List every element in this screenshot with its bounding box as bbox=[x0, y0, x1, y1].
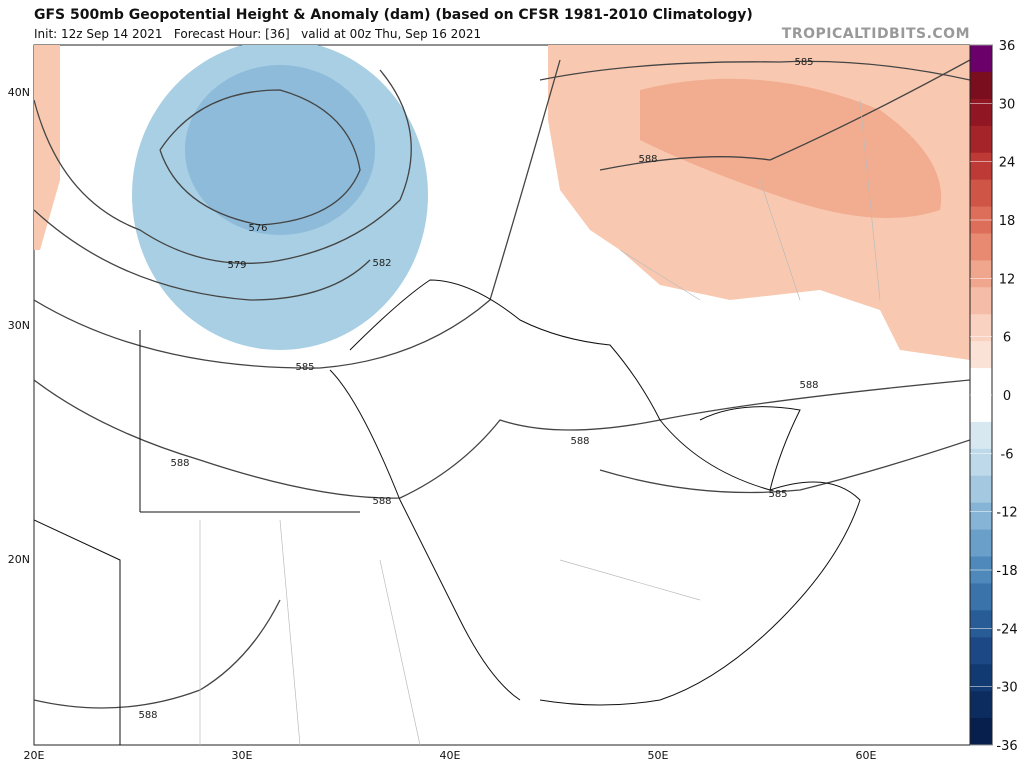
colorbar-segment bbox=[970, 260, 992, 288]
contour-label: 588 bbox=[372, 496, 391, 507]
colorbar-segment bbox=[970, 395, 992, 423]
colorbar-segment bbox=[970, 233, 992, 261]
colorbar-segment bbox=[970, 314, 992, 342]
lat-label: 40N bbox=[8, 86, 30, 99]
colorbar-label: -6 bbox=[1001, 447, 1014, 462]
colorbar-label: 24 bbox=[999, 156, 1016, 171]
height-contours bbox=[34, 59, 970, 709]
contour-label: 582 bbox=[372, 258, 391, 269]
contour-label: 588 bbox=[799, 380, 818, 391]
contour-label: 588 bbox=[570, 436, 589, 447]
lon-label: 30E bbox=[232, 749, 253, 762]
colorbar-segment bbox=[970, 583, 992, 611]
contour-label: 579 bbox=[227, 260, 246, 271]
contour-label: 585 bbox=[295, 362, 314, 373]
colorbar-segment bbox=[970, 421, 992, 450]
borders bbox=[199, 99, 881, 745]
colorbar-label: -12 bbox=[996, 506, 1017, 521]
colorbar-segment bbox=[970, 448, 992, 477]
colorbar-segment bbox=[970, 610, 992, 638]
colorbar-segment bbox=[970, 718, 992, 746]
lon-label: 60E bbox=[856, 749, 877, 762]
colorbar-label: -24 bbox=[996, 622, 1017, 637]
contour-label: 585 bbox=[794, 57, 813, 68]
colorbar-label: 18 bbox=[999, 214, 1016, 229]
contour-label: 588 bbox=[638, 154, 657, 165]
lon-label: 50E bbox=[648, 749, 669, 762]
colorbar-segment bbox=[970, 287, 992, 315]
subtitle: Init: 12z Sep 14 2021 Forecast Hour: [36… bbox=[34, 27, 481, 41]
colorbar-segment bbox=[970, 71, 992, 100]
colorbar-label: 6 bbox=[1003, 331, 1011, 346]
watermark: TROPICALTIDBITS.COM bbox=[782, 26, 970, 42]
lat-label: 30N bbox=[8, 319, 30, 332]
contour-label: 585 bbox=[768, 489, 787, 500]
colorbar-segment bbox=[970, 45, 992, 73]
colorbar-segment bbox=[970, 341, 992, 369]
colorbar-segment bbox=[970, 179, 992, 208]
colorbar-label: 12 bbox=[999, 272, 1016, 287]
colorbar-segment bbox=[970, 125, 992, 154]
cold-anomaly-core bbox=[185, 65, 375, 235]
colorbar-label: -18 bbox=[996, 564, 1017, 579]
colorbar-label: 36 bbox=[999, 39, 1016, 54]
colorbar-label: -30 bbox=[996, 681, 1017, 696]
colorbar-segment bbox=[970, 664, 992, 692]
contour-label: 588 bbox=[138, 710, 157, 721]
colorbar-label: -36 bbox=[996, 739, 1017, 754]
colorbar-label: 0 bbox=[1003, 389, 1011, 404]
colorbar-segment bbox=[970, 637, 992, 665]
contour-label: 576 bbox=[248, 223, 267, 234]
colorbar-segment bbox=[970, 475, 992, 504]
colorbar: 36 30 24 18 12 6 0 -6 -12 -18 -24 -30 -36 bbox=[969, 39, 1018, 754]
warm-anomaly-west bbox=[34, 45, 60, 250]
coastlines bbox=[34, 279, 861, 745]
lon-label: 40E bbox=[440, 749, 461, 762]
colorbar-segment bbox=[970, 98, 992, 127]
colorbar-segment bbox=[970, 529, 992, 558]
colorbar-label: 30 bbox=[999, 97, 1016, 112]
contour-label: 588 bbox=[170, 458, 189, 469]
colorbar-segment bbox=[970, 502, 992, 531]
colorbar-segment bbox=[970, 368, 992, 396]
colorbar-segment bbox=[970, 691, 992, 719]
title: GFS 500mb Geopotential Height & Anomaly … bbox=[34, 7, 753, 23]
lat-label: 20N bbox=[8, 553, 30, 566]
warm-anomaly-core bbox=[640, 78, 942, 218]
colorbar-segment bbox=[970, 152, 992, 181]
map-area bbox=[33, 44, 971, 746]
lon-label: 20E bbox=[24, 749, 45, 762]
